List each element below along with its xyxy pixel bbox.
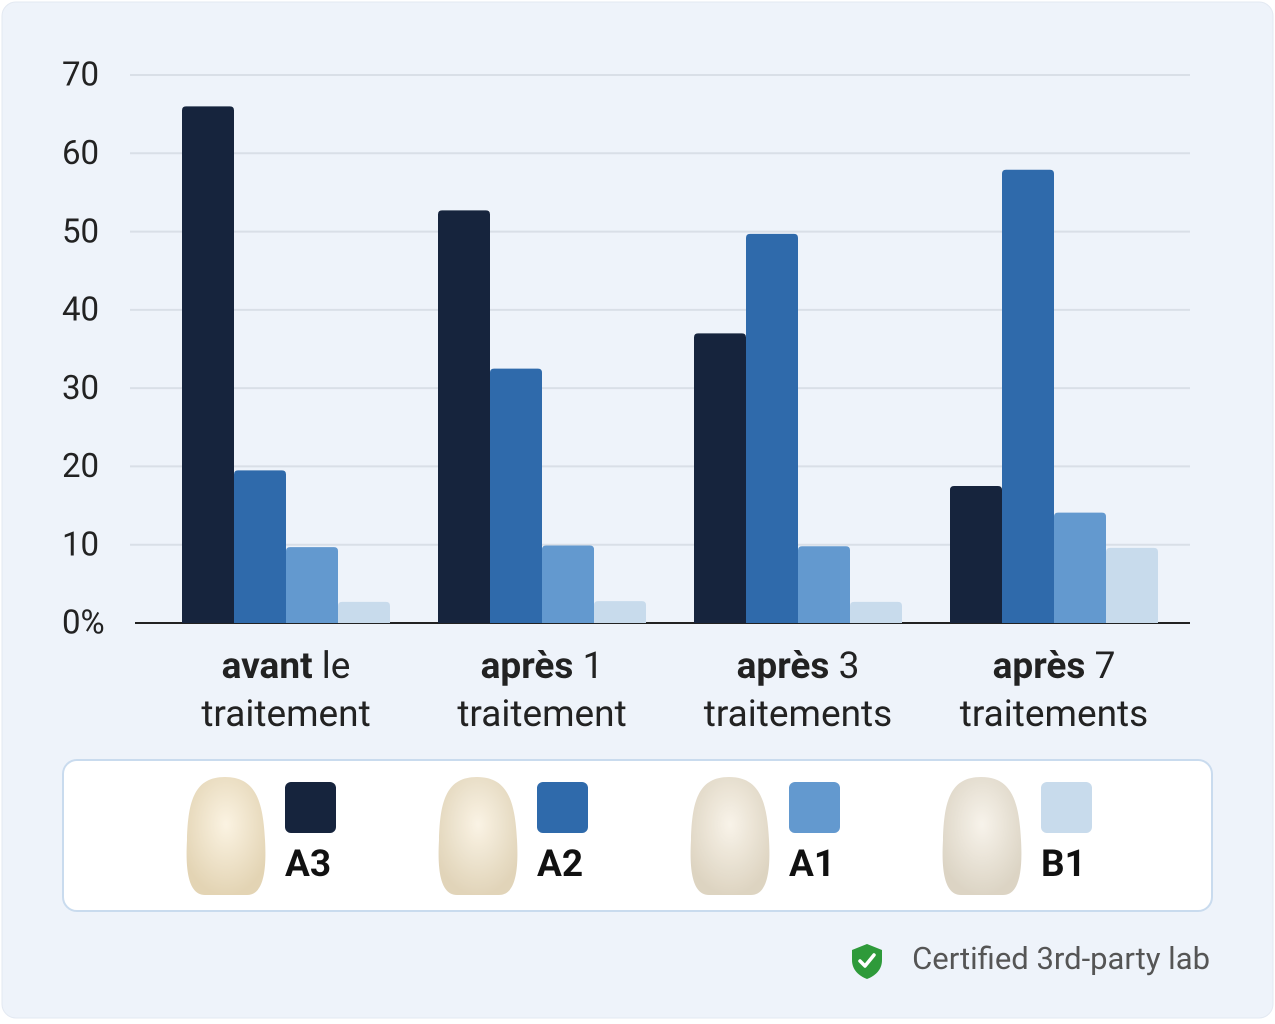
bar (1054, 512, 1106, 623)
bar (542, 545, 594, 623)
legend-swatch (285, 782, 336, 833)
badge-icon (852, 944, 882, 979)
y-tick-label: 20 (62, 447, 99, 486)
x-tick-label: avant le traitement (201, 645, 370, 736)
legend-label: A2 (537, 843, 583, 886)
legend-box (62, 759, 1213, 912)
y-tick-label: 0% (62, 604, 105, 643)
bar (746, 233, 798, 624)
x-tick-label-line2: traitements (704, 693, 892, 736)
x-tick-label-rest: le (313, 645, 351, 688)
legend-swatch (537, 782, 588, 833)
x-tick-label-bold: après (737, 645, 830, 688)
tooth-image (942, 777, 1022, 895)
x-tick-label-bold: après (993, 645, 1086, 688)
x-tick-label-rest: 1 (573, 645, 603, 688)
bar (850, 601, 902, 623)
bar (338, 601, 390, 623)
bar (950, 486, 1002, 623)
x-tick-label: après 1 traitement (457, 645, 626, 736)
legend-swatch (1041, 782, 1092, 833)
y-tick-label: 40 (62, 291, 99, 330)
bar (1106, 547, 1158, 623)
y-tick-label: 70 (62, 56, 99, 95)
x-tick-label: après 7 traitements (960, 645, 1148, 736)
legend-label: A1 (789, 843, 835, 886)
x-tick-label-rest: 7 (1085, 645, 1115, 688)
tooth-image (690, 777, 770, 895)
x-tick-label-line2: traitement (201, 693, 370, 736)
x-tick-label: après 3 traitements (704, 645, 892, 736)
bar (438, 210, 490, 624)
bar (490, 368, 542, 623)
tooth-image (438, 777, 518, 895)
legend-swatch (789, 782, 840, 833)
y-tick-label: 10 (62, 525, 99, 564)
bar (234, 470, 286, 623)
badge-text: Certified 3rd-party lab (912, 940, 1210, 977)
bar (286, 547, 338, 623)
x-tick-label-line2: traitements (960, 693, 1148, 736)
bar (694, 333, 746, 623)
bar (1002, 169, 1054, 623)
bar (594, 601, 646, 623)
legend-label: B1 (1041, 843, 1086, 886)
x-tick-label-line2: traitement (457, 693, 626, 736)
y-tick-label: 50 (62, 212, 99, 251)
x-tick-label-bold: avant (222, 645, 313, 688)
tooth-image (186, 777, 266, 895)
x-tick-label-bold: après (481, 645, 574, 688)
bar (798, 546, 850, 623)
y-tick-label: 60 (62, 134, 99, 173)
bar (182, 106, 234, 624)
x-tick-label-rest: 3 (829, 645, 859, 688)
legend-label: A3 (285, 843, 331, 886)
y-tick-label: 30 (62, 369, 99, 408)
